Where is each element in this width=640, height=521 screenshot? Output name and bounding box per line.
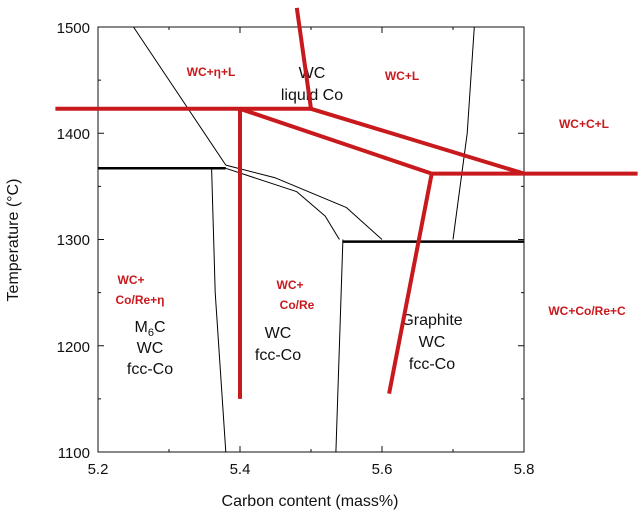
eta-upper-curve-line [225,164,383,240]
y-tick-label: 1400 [57,126,90,143]
region-label-graphite: Graphite [401,312,462,329]
red-label-wc-co-re: WC+ [277,278,304,292]
thick-boundaries [98,167,524,243]
m6c-c: C [154,319,166,336]
y-tick-label: 1300 [57,232,90,249]
region-label-wc-fcc: fcc-Co [255,347,301,364]
x-tick-label: 5.8 [514,461,535,478]
eta-lower-boundary-line [211,168,227,453]
red-label-wc-l: WC+L [385,69,419,83]
y-tick-label: 1100 [58,445,90,462]
red-diag-right-line [310,106,525,176]
liquidus-right-line [452,26,475,240]
x-tick-label: 5.4 [230,461,251,478]
red-label-wc-co-re-eta: Co/Re+η [115,293,164,307]
red-label-wc-co-re-eta: WC+ [118,273,145,287]
liquidus-left-line [133,26,227,166]
m6c-subscript: 6 [148,327,154,339]
region-label-wc-liquid: WC [299,65,326,82]
thin-boundaries [133,26,475,453]
region-label-m6c: WC [137,340,164,357]
x-tick-label: 5.2 [88,461,109,478]
region-label-wc-liquid: liquid Co [281,87,343,104]
red-overlay-lines [55,7,638,399]
y-tick-label: 1500 [57,20,90,37]
m6c-m: M [134,319,147,336]
x-axis-label: Carbon content (mass%) [222,493,399,510]
red-diag-left-line [239,106,433,176]
red-label-wc-co-re: Co/Re [280,298,315,312]
y-tick-label: 1200 [57,339,90,356]
region-label-graphite: fcc-Co [409,356,455,373]
region-label-graphite: WC [419,334,446,351]
red-diag-top-line [294,7,313,110]
red-label-wc-c-l: WC+C+L [559,117,609,131]
region-label-m6c: M6C [134,319,165,339]
region-label-m6c: fcc-Co [127,361,173,378]
graphite-boundary-line [335,239,344,453]
red-label-wc-co-re-c: WC+Co/Re+C [548,304,626,318]
mid-curve-line [225,167,340,240]
axis-ticks [97,26,525,453]
region-label-wc-fcc: WC [265,325,292,342]
red-label-wc-eta-l: WC+η+L [187,65,236,79]
red-slant-bottom-line [387,173,434,394]
y-axis-label: Temperature (°C) [5,179,22,302]
x-tick-label: 5.6 [372,461,393,478]
